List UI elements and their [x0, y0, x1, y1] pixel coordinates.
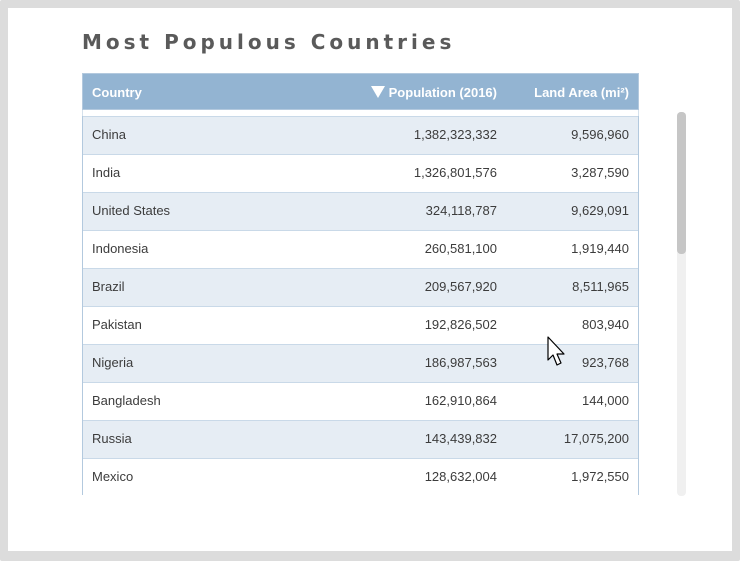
cell-country: Brazil [92, 279, 125, 294]
cell-population: 1,326,801,576 [413, 165, 497, 180]
cell-land-area: 923,768 [582, 355, 629, 370]
cell-country: India [92, 165, 121, 180]
cell-population: 128,632,004 [424, 469, 497, 484]
cell-country: Nigeria [92, 355, 134, 370]
cell-country: United States [92, 203, 171, 218]
cell-population: 260,581,100 [424, 241, 497, 256]
cell-country: Indonesia [92, 241, 149, 256]
cell-country: Russia [92, 431, 132, 446]
table-row[interactable]: Mexico 128,632,004 1,972,550 [83, 458, 638, 495]
cell-land-area: 1,972,550 [571, 469, 629, 484]
cell-population: 186,987,563 [424, 355, 497, 370]
vertical-scrollbar[interactable] [677, 112, 686, 496]
table-row[interactable]: Russia 143,439,832 17,075,200 [83, 420, 638, 458]
column-header-population[interactable]: Population (2016) [370, 85, 497, 100]
mouse-cursor-icon [547, 336, 565, 366]
table-row[interactable]: Brazil 209,567,920 8,511,965 [83, 268, 638, 306]
table-row[interactable]: Nigeria 186,987,563 923,768 [83, 344, 638, 382]
countries-table: Country Population (2016) Land Area (mi²… [82, 73, 639, 495]
cell-land-area: 803,940 [582, 317, 629, 332]
cell-country: China [92, 127, 126, 142]
header-divider [82, 110, 639, 116]
table-row[interactable]: India 1,326,801,576 3,287,590 [83, 154, 638, 192]
cell-land-area: 9,596,960 [571, 127, 629, 142]
table-row[interactable]: United States 324,118,787 9,629,091 [83, 192, 638, 230]
column-header-country[interactable]: Country [92, 85, 142, 100]
cell-land-area: 144,000 [582, 393, 629, 408]
cell-land-area: 1,919,440 [571, 241, 629, 256]
table-row[interactable]: Indonesia 260,581,100 1,919,440 [83, 230, 638, 268]
sort-descending-icon [370, 86, 385, 98]
cell-population: 192,826,502 [424, 317, 497, 332]
cell-population: 162,910,864 [424, 393, 497, 408]
table-body[interactable]: China 1,382,323,332 9,596,960 India 1,326,80… [82, 116, 639, 495]
table-row[interactable]: Pakistan 192,826,502 803,940 [83, 306, 638, 344]
cell-country: Pakistan [92, 317, 142, 332]
cell-population: 324,118,787 [425, 203, 497, 218]
cell-land-area: 3,287,590 [571, 165, 629, 180]
page-title: Most Populous Countries [82, 30, 456, 54]
scrollbar-thumb[interactable] [677, 112, 686, 254]
table-header: Country Population (2016) Land Area (mi²… [82, 73, 639, 110]
cell-land-area: 8,511,965 [572, 279, 629, 294]
cell-country: Bangladesh [92, 393, 161, 408]
cell-country: Mexico [92, 469, 134, 484]
column-header-land-area[interactable]: Land Area (mi²) [534, 85, 629, 100]
cell-land-area: 9,629,091 [571, 203, 629, 218]
cell-land-area: 17,075,200 [563, 431, 629, 446]
table-row[interactable]: Bangladesh 162,910,864 144,000 [83, 382, 638, 420]
column-header-population-label: Population (2016) [388, 85, 497, 100]
cell-population: 209,567,920 [424, 279, 497, 294]
cell-population: 1,382,323,332 [413, 127, 497, 142]
table-row[interactable]: China 1,382,323,332 9,596,960 [83, 116, 638, 154]
cell-population: 143,439,832 [424, 431, 497, 446]
